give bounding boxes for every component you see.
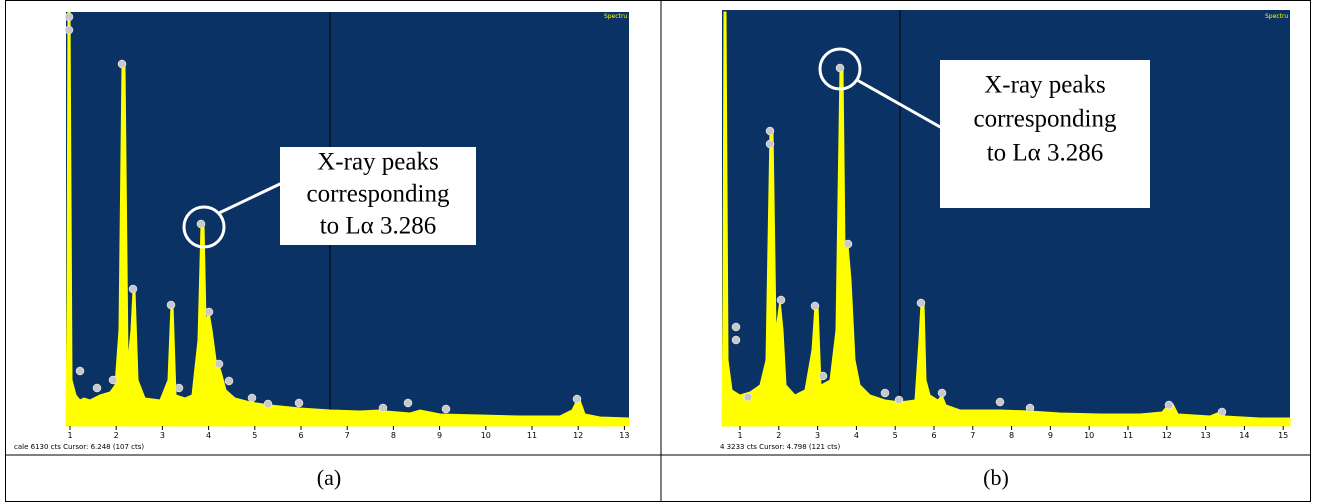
x-tick-label: 15 (1278, 431, 1288, 440)
caption: (b) (983, 465, 1009, 490)
caption: (a) (317, 465, 341, 490)
x-tick-label: 4 (206, 431, 211, 440)
x-tick-label: 7 (345, 431, 350, 440)
callout-text: corresponding (306, 181, 450, 208)
spectrum (721, 11, 1291, 427)
spectrum-label: Spectru (1265, 13, 1288, 20)
x-tick-label: 10 (1084, 431, 1094, 440)
status-text: 4 3233 cts Cursor: 4.798 (121 cts) (720, 443, 840, 451)
x-tick-label: 9 (437, 431, 442, 440)
x-tick-label: 2 (776, 431, 781, 440)
x-tick-label: 4 (854, 431, 859, 440)
x-tick-label: 11 (527, 431, 537, 440)
x-tick-label: 9 (1048, 431, 1053, 440)
x-tick-label: 8 (391, 431, 396, 440)
callout-line (856, 78, 943, 130)
peak-markers (731, 63, 1227, 417)
x-tick-label: 6 (931, 431, 936, 440)
callout-text: to Lα 3.286 (987, 140, 1104, 167)
highlight-circle (818, 47, 862, 91)
x-tick-label: 5 (893, 431, 898, 440)
x-tick-label: 8 (1009, 431, 1014, 440)
x-tick-label: 1 (67, 431, 72, 440)
highlight-circle (182, 205, 226, 249)
table-border (5, 0, 1311, 502)
x-tick-label: 10 (481, 431, 491, 440)
callout-text: corresponding (973, 106, 1117, 133)
status-text: cale 6130 cts Cursor: 6.248 (107 cts) (14, 443, 144, 451)
callout-text: X-ray peaks (317, 149, 438, 176)
x-tick-label: 12 (1162, 431, 1172, 440)
callout-box (940, 60, 1150, 208)
x-tick-label: 13 (1201, 431, 1211, 440)
spectrum-label: Spectru (604, 13, 627, 20)
callout-text: X-ray peaks (984, 72, 1105, 99)
x-tick-label: 13 (619, 431, 629, 440)
x-tick-label: 2 (114, 431, 119, 440)
x-tick-label: 6 (298, 431, 303, 440)
x-tick-label: 12 (573, 431, 583, 440)
x-tick-label: 1 (737, 431, 742, 440)
callout-box (280, 147, 476, 245)
x-tick-label: 11 (1123, 431, 1133, 440)
peak-markers (64, 12, 582, 414)
x-tick-label: 14 (1239, 431, 1249, 440)
callout-text: to Lα 3.286 (320, 213, 437, 240)
x-tick-label: 7 (970, 431, 975, 440)
x-tick-label: 3 (815, 431, 820, 440)
x-tick-label: 5 (252, 431, 257, 440)
x-tick-label: 3 (160, 431, 165, 440)
callout-line (218, 181, 283, 215)
